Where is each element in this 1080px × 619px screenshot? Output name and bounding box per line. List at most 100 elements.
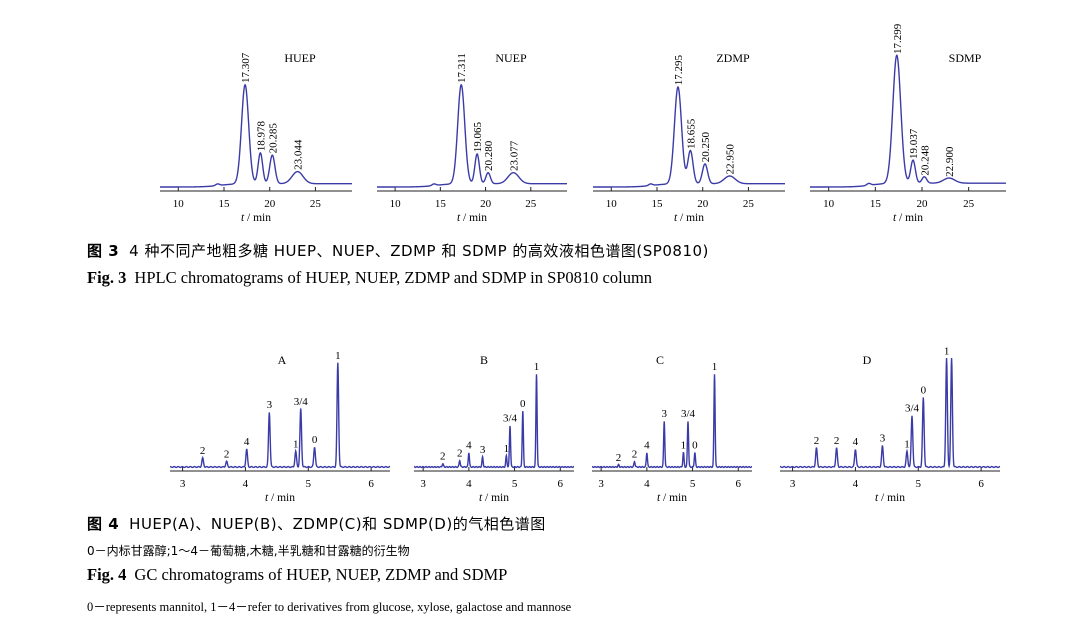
peak-label: 3/4 bbox=[503, 413, 518, 425]
series-line bbox=[160, 83, 352, 188]
series-line bbox=[413, 374, 575, 469]
series-line bbox=[779, 357, 1001, 469]
fig4-caption-cn-label: 图 4 bbox=[87, 515, 120, 533]
series-line bbox=[593, 86, 785, 188]
peak-label: 2 bbox=[616, 452, 622, 464]
peak-label: 1 bbox=[335, 350, 341, 362]
peak-label: 1 bbox=[712, 361, 718, 373]
fig3-caption-cn-label: 图 3 bbox=[87, 242, 120, 260]
panel-title: ZDMP bbox=[716, 51, 750, 65]
x-tick-label: 10 bbox=[823, 198, 835, 210]
x-tick-label: 4 bbox=[466, 478, 472, 490]
peak-label: 1 bbox=[681, 439, 687, 451]
x-axis-title: t / min bbox=[875, 492, 905, 504]
x-tick-label: 3 bbox=[790, 478, 796, 490]
fig3-panel-sdmp: 10 15 20 25 t / min SDMP 17.299 19.037 20.248 22.… bbox=[810, 23, 1006, 240]
peak-label: 1 bbox=[534, 361, 540, 373]
fig4-note-cn: 0－内标甘露醇;1～4－葡萄糖,木糖,半乳糖和甘露糖的衍生物 bbox=[87, 544, 410, 558]
x-tick-label: 6 bbox=[368, 478, 374, 490]
peak-label: 20.248 bbox=[919, 145, 931, 176]
peak-label: 3 bbox=[480, 444, 486, 456]
peak-label: 2 bbox=[457, 447, 463, 459]
fig3-panel-nuep: 10 15 20 25 t / min NUEP 17.311 19.065 20.280 23.… bbox=[377, 40, 567, 240]
x-tick-label: 20 bbox=[917, 198, 929, 210]
fig3-caption-en-text: HPLC chromatograms of HUEP, NUEP, ZDMP a… bbox=[134, 268, 653, 287]
x-tick-label: 20 bbox=[480, 198, 492, 210]
fig4-caption-cn: 图 4 HUEP(A)、NUEP(B)、ZDMP(C)和 SDMP(D)的气相色谱… bbox=[87, 513, 546, 534]
peak-label: 3 bbox=[880, 433, 886, 445]
peak-label: 2 bbox=[440, 451, 446, 463]
x-tick-label: 15 bbox=[219, 198, 231, 210]
x-tick-label: 4 bbox=[644, 478, 650, 490]
peak-label: 17.299 bbox=[892, 23, 904, 54]
fig3-caption-en: Fig. 3 HPLC chromatograms of HUEP, NUEP, … bbox=[87, 268, 652, 288]
panel-title: HUEP bbox=[284, 51, 316, 65]
peak-label: 22.950 bbox=[725, 144, 737, 175]
peak-label: 0 bbox=[520, 398, 526, 410]
chart-svg: 3 4 5 6 t / min A 2 2 4 3 1 3/4 0 1 bbox=[169, 350, 391, 504]
x-tick-label: 6 bbox=[558, 478, 564, 490]
peak-label: 1 bbox=[293, 438, 299, 450]
x-tick-label: 20 bbox=[264, 198, 276, 210]
x-tick-label: 10 bbox=[390, 198, 402, 210]
peak-label: 20.250 bbox=[700, 131, 712, 162]
fig3-caption-en-label: Fig. 3 bbox=[87, 268, 127, 287]
x-axis-title: t / min bbox=[479, 492, 509, 504]
x-tick-label: 15 bbox=[870, 198, 882, 210]
peak-label: 18.655 bbox=[685, 118, 697, 149]
x-tick-label: 4 bbox=[243, 478, 249, 490]
x-tick-label: 20 bbox=[697, 198, 709, 210]
peak-label: 0 bbox=[312, 434, 318, 446]
x-tick-label: 6 bbox=[736, 478, 742, 490]
panel-title: SDMP bbox=[949, 51, 982, 65]
peak-label: 20.285 bbox=[267, 123, 279, 154]
panel-title: NUEP bbox=[495, 51, 527, 65]
fig3-caption-cn-text: 4 种不同产地粗多糖 HUEP、NUEP、ZDMP 和 SDMP 的高效液相色谱… bbox=[129, 242, 709, 260]
fig4-panel-a: 3 4 5 6 t / min A 2 2 4 3 1 3/4 0 1 bbox=[169, 340, 391, 504]
x-tick-label: 5 bbox=[306, 478, 312, 490]
peak-label: 17.311 bbox=[456, 53, 468, 83]
peak-label: 1 bbox=[504, 443, 510, 455]
x-tick-label: 15 bbox=[435, 198, 447, 210]
x-tick-label: 10 bbox=[606, 198, 618, 210]
peak-label: 22.900 bbox=[944, 146, 956, 177]
peak-label: 3 bbox=[267, 399, 273, 411]
series-line bbox=[810, 54, 1006, 188]
peak-label: 4 bbox=[853, 436, 859, 448]
peak-label: 3/4 bbox=[905, 402, 920, 414]
x-tick-label: 5 bbox=[512, 478, 518, 490]
panel-title: D bbox=[863, 353, 872, 367]
peak-label: 0 bbox=[692, 439, 698, 451]
x-tick-label: 15 bbox=[652, 198, 664, 210]
fig4-caption-en-text: GC chromatograms of HUEP, NUEP, ZDMP and… bbox=[134, 565, 508, 584]
fig4-panel-d: 3 4 5 6 t / min D 2 2 4 3 1 3/4 0 1 bbox=[779, 340, 1001, 504]
x-tick-label: 3 bbox=[180, 478, 186, 490]
panel-title: B bbox=[480, 353, 488, 367]
peak-label: 23.044 bbox=[293, 139, 305, 170]
fig4-caption-en-label: Fig. 4 bbox=[87, 565, 127, 584]
peak-label: 20.280 bbox=[483, 140, 495, 171]
chart-svg: 10 15 20 25 t / min HUEP 17.307 18.978 20.285 23.… bbox=[160, 51, 352, 224]
x-axis-title: t / min bbox=[893, 212, 923, 224]
x-tick-label: 25 bbox=[525, 198, 537, 210]
panel-title: C bbox=[656, 353, 664, 367]
x-tick-label: 25 bbox=[963, 198, 975, 210]
fig3-panel-zdmp: 10 15 20 25 t / min ZDMP 17.295 18.655 20.250 22.… bbox=[593, 40, 785, 240]
x-tick-label: 6 bbox=[978, 478, 984, 490]
x-tick-label: 3 bbox=[598, 478, 604, 490]
x-axis-title: t / min bbox=[657, 492, 687, 504]
peak-label: 19.037 bbox=[908, 128, 920, 159]
x-tick-label: 4 bbox=[853, 478, 859, 490]
peak-label: 4 bbox=[466, 439, 472, 451]
peak-label: 18.978 bbox=[255, 120, 267, 151]
peak-label: 0 bbox=[921, 385, 927, 397]
peak-label: 1 bbox=[944, 345, 950, 357]
fig3-panel-huep: 10 15 20 25 t / min HUEP 17.307 18.978 20.285 23.… bbox=[160, 40, 352, 240]
peak-label: 2 bbox=[632, 448, 638, 460]
peak-label: 2 bbox=[834, 435, 840, 447]
x-axis-title: t / min bbox=[457, 212, 487, 224]
x-axis-title: t / min bbox=[674, 212, 704, 224]
